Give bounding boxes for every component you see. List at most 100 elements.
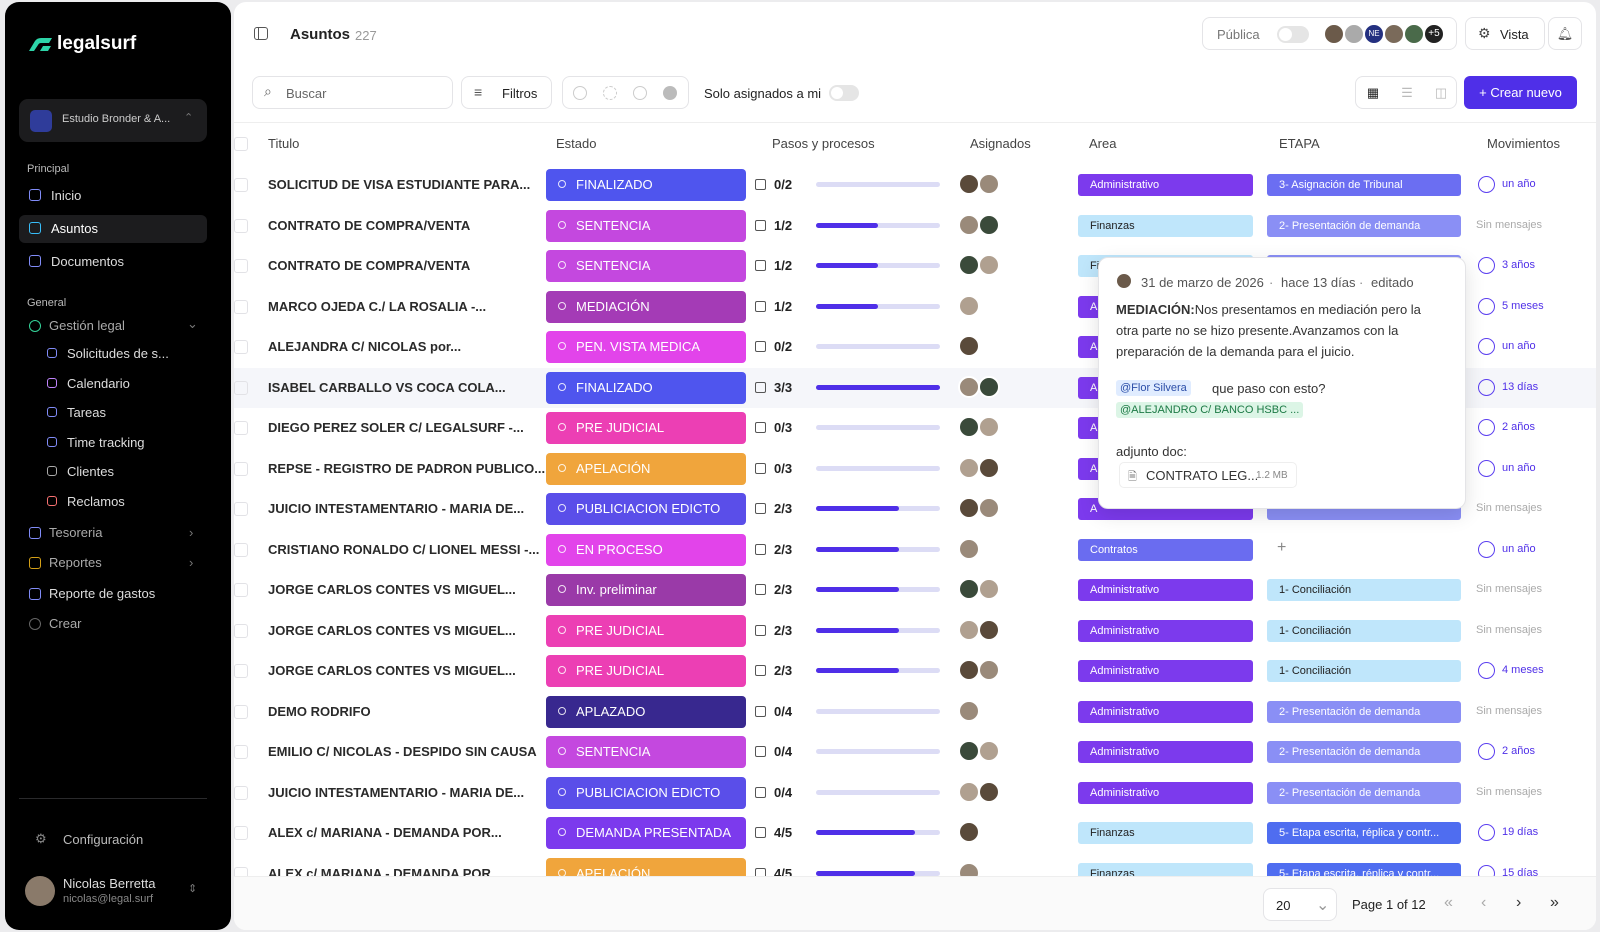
prev-page[interactable]: ‹ [1481, 894, 1487, 911]
nav-item[interactable]: Solicitudes de s... [67, 346, 169, 361]
attachment[interactable]: 🗎︎ CONTRATO LEG... 1.2 MB [1119, 462, 1297, 488]
checkbox[interactable] [234, 380, 248, 395]
stage-tag[interactable]: 2- Presentación de demanda [1267, 214, 1461, 237]
status-badge[interactable]: EN PROCESO [546, 533, 746, 566]
sidebar-toggle[interactable] [254, 27, 268, 40]
notifications[interactable]: 🔔︎ [1548, 17, 1582, 50]
checkbox[interactable] [234, 745, 248, 759]
status-option[interactable] [663, 86, 677, 100]
stage-tag[interactable]: 1- Conciliación [1267, 619, 1461, 642]
status-badge[interactable]: SENTENCIA [546, 209, 746, 242]
area-tag[interactable]: Administrativo [1078, 700, 1253, 723]
stage-tag[interactable]: 1- Conciliación [1267, 579, 1461, 601]
table-row[interactable]: ALEX c/ MARIANA - DEMANDA POR... DEMANDA … [234, 813, 1596, 853]
checkbox[interactable] [234, 866, 248, 876]
status-badge[interactable]: PRE JUDICIAL [546, 614, 746, 647]
column-header[interactable]: Estado [556, 136, 597, 151]
area-tag[interactable]: Finanzas [1078, 214, 1253, 237]
stage-tag[interactable]: 5- Etapa escrita, réplica y contr... [1267, 862, 1461, 876]
column-header[interactable]: Titulo [268, 136, 300, 151]
column-header[interactable]: Asignados [970, 136, 1031, 151]
stage-tag[interactable]: 2- Presentación de demanda [1267, 741, 1461, 763]
status-badge[interactable]: Inv. preliminar [546, 574, 746, 606]
nav-item[interactable]: Asuntos [51, 221, 98, 236]
matter-tag[interactable]: @ALEJANDRO C/ BANCO HSBC ... [1116, 402, 1304, 418]
checkbox[interactable] [234, 340, 248, 354]
status-badge[interactable]: APLAZADO [546, 695, 746, 728]
stage-tag[interactable]: 5- Etapa escrita, réplica y contr... [1267, 822, 1461, 844]
checkbox[interactable] [234, 259, 248, 273]
checkbox[interactable] [234, 137, 248, 151]
table-row[interactable]: JORGE CARLOS CONTES VS MIGUEL... PRE JUDI… [234, 651, 1596, 691]
column-header[interactable]: ETAPA [1279, 136, 1320, 151]
area-tag[interactable]: Contratos [1078, 538, 1253, 561]
checkbox[interactable] [234, 218, 248, 233]
area-tag[interactable]: Administrativo [1078, 781, 1253, 804]
nav-item[interactable]: Documentos [51, 254, 124, 269]
stage-tag[interactable]: 1- Conciliación [1267, 660, 1461, 682]
stage-tag[interactable]: 2- Presentación de demanda [1267, 781, 1461, 804]
area-tag[interactable]: Administrativo [1078, 619, 1253, 642]
status-option[interactable] [573, 86, 587, 100]
checkbox[interactable] [234, 421, 248, 435]
table-row[interactable]: ALEX c/ MARIANA - DEMANDA POR APELACIÓN 4/… [234, 854, 1596, 876]
status-badge[interactable]: DEMANDA PRESENTADA [546, 817, 746, 849]
page-size[interactable]: 20 ⌄ [1263, 888, 1337, 921]
checkbox[interactable] [234, 704, 248, 719]
table-row[interactable]: CRISTIANO RONALDO C/ LIONEL MESSI -... EN… [234, 530, 1596, 570]
board-view[interactable]: ◫ [1434, 85, 1448, 100]
area-tag[interactable]: Administrativo [1078, 174, 1253, 196]
filters[interactable]: ≡ Filtros [461, 76, 552, 109]
stage-tag[interactable]: 3- Asignación de Tribunal [1267, 174, 1461, 196]
status-badge[interactable]: FINALIZADO [546, 169, 746, 201]
status-option[interactable] [603, 86, 617, 100]
nav-item[interactable]: Time tracking [67, 434, 145, 450]
status-badge[interactable]: APELACIÓN [546, 452, 746, 485]
checkbox[interactable] [234, 178, 248, 192]
next-page[interactable]: › [1516, 894, 1522, 911]
nav-item[interactable]: Reportes [49, 555, 102, 570]
status-badge[interactable]: PRE JUDICIAL [546, 655, 746, 687]
nav-item[interactable]: Tareas [67, 405, 107, 420]
status-option[interactable] [633, 86, 647, 100]
status-badge[interactable]: APELACIÓN [546, 857, 746, 876]
checkbox[interactable] [234, 461, 248, 476]
area-tag[interactable]: Administrativo [1078, 579, 1253, 601]
status-badge[interactable]: PEN. VISTA MEDICA [546, 331, 746, 363]
view-button[interactable]: ⚙ Vista [1465, 17, 1545, 50]
nav-item[interactable]: Crear [49, 616, 82, 631]
table-row[interactable]: JORGE CARLOS CONTES VS MIGUEL... Inv. pre… [234, 570, 1596, 610]
nav-item[interactable]: Reporte de gastos [49, 586, 156, 601]
area-tag[interactable]: Finanzas [1078, 822, 1253, 844]
nav-item[interactable]: Tesoreria [49, 525, 103, 540]
column-header[interactable]: Movimientos [1487, 136, 1560, 151]
only-mine-toggle[interactable] [829, 85, 859, 101]
table-row[interactable]: JORGE CARLOS CONTES VS MIGUEL... PRE JUDI… [234, 611, 1596, 651]
table-row[interactable]: DEMO RODRIFO APLAZADO 0/4 Administrativo 2- … [234, 692, 1596, 732]
add-stage[interactable]: + [1277, 538, 1287, 556]
status-badge[interactable]: PUBLICIACION EDICTO [546, 493, 746, 525]
checkbox[interactable] [234, 542, 248, 557]
search[interactable]: ⌕ Buscar [252, 76, 453, 109]
checkbox[interactable] [234, 664, 248, 678]
status-badge[interactable]: FINALIZADO [546, 371, 746, 404]
stage-tag[interactable]: 2- Presentación de demanda [1267, 700, 1461, 723]
public-toggle[interactable] [1277, 26, 1309, 43]
nav-item[interactable]: Configuración [63, 832, 144, 847]
checkbox[interactable] [234, 826, 248, 840]
table-row[interactable]: EMILIO C/ NICOLAS - DESPIDO SIN CAUSA SEN… [234, 732, 1596, 772]
status-badge[interactable]: PRE JUDICIAL [546, 412, 746, 444]
nav-item[interactable]: Calendario [67, 375, 130, 391]
chevron[interactable]: ⇕ [188, 883, 198, 895]
table-row[interactable]: SOLICITUD DE VISA ESTUDIANTE PARA... FINA… [234, 165, 1596, 205]
last-page[interactable]: » [1550, 894, 1559, 911]
table-row[interactable]: JUICIO INTESTAMENTARIO - MARIA DE... PUBL… [234, 773, 1596, 813]
checkbox[interactable] [234, 583, 248, 597]
workspace-switcher[interactable]: Estudio Bronder & A... ⌃ [19, 99, 207, 142]
nav-group[interactable]: Gestión legal [49, 318, 125, 333]
nav-item[interactable]: Reclamos [67, 493, 125, 509]
table-row[interactable]: CONTRATO DE COMPRA/VENTA SENTENCIA 1/2 Fina… [234, 206, 1596, 246]
create-button[interactable]: + Crear nuevo [1464, 76, 1577, 109]
list-view[interactable]: ☰ [1401, 85, 1413, 100]
status-badge[interactable]: SENTENCIA [546, 736, 746, 768]
